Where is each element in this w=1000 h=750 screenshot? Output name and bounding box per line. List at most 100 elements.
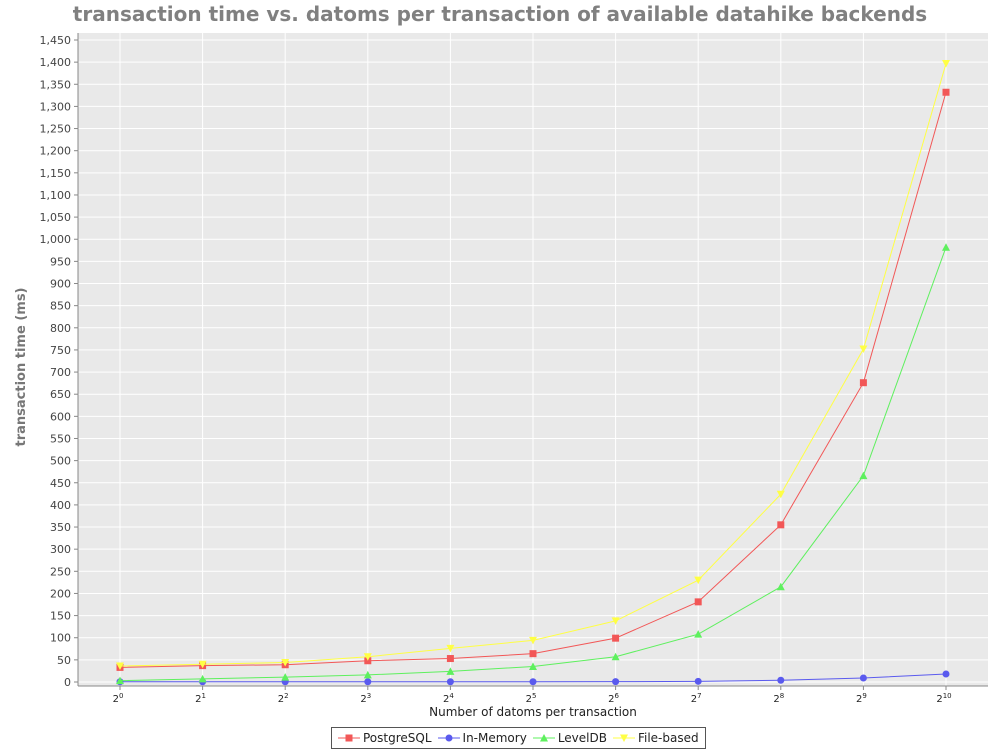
y-tick-label: 1,000 [40,233,72,246]
data-point-leveldb [446,667,455,675]
y-tick-label: 1,400 [40,56,72,69]
axes: 0 50 100 150 200 250 300 350 400 450 500 550 600 650 7… [40,33,988,705]
data-point-in-memory [529,678,537,686]
y-tick-label: 350 [50,521,71,534]
data-point-file-based [942,59,950,68]
y-tick-label: 1,100 [40,189,72,202]
y-tick-label: 1,350 [40,78,72,91]
y-tick-label: 1,300 [40,100,72,113]
y-axis-label: transaction time (ms) [14,288,29,447]
data-point-file-based [446,644,455,653]
y-tick-label: 450 [50,477,71,490]
y-tick-label: 200 [50,587,71,600]
data-point-file-based [281,659,290,667]
data-point-in-memory [446,678,454,686]
data-point-in-memory [694,677,702,685]
data-point-postgresql [942,88,950,96]
series-leveldb [116,243,950,685]
legend-marker-file-based [619,734,628,742]
y-tick-label: 750 [50,344,71,357]
x-tick-label: 25 [526,692,537,705]
y-tick-label: 550 [50,432,71,445]
y-tick-label: 950 [50,255,71,268]
x-tick-label: 29 [856,692,867,705]
data-point-leveldb [116,676,124,685]
data-point-postgresql [612,634,620,642]
data-point-in-memory [942,670,950,678]
data-point-postgresql [694,598,702,606]
legend-item-postgresql: PostgreSQL [338,731,432,745]
legend-marker-leveldb [539,734,548,742]
chart-title: transaction time vs. datoms per transact… [72,2,928,26]
data-point-file-based [363,653,372,661]
y-tick-label: 300 [50,543,71,556]
y-tick-label: 400 [50,499,71,512]
data-point-leveldb [859,471,868,480]
data-point-file-based [529,636,537,645]
series-file-based [116,59,950,671]
grid [78,33,988,686]
legend-marker-in-memory [445,734,453,742]
data-point-file-based [694,576,703,585]
x-tick-label: 26 [608,692,619,705]
x-axis-label: Number of datoms per transaction [429,705,637,719]
data-point-file-based [776,490,785,499]
data-point-leveldb [281,673,290,681]
y-tick-label: 900 [50,278,71,291]
x-tick-label: 24 [443,692,454,705]
data-point-postgresql [777,521,785,529]
y-tick-label: 1,150 [40,167,72,180]
data-point-file-based [611,617,620,625]
legend-marker-postgresql [345,734,353,742]
y-tick-label: 1,450 [40,34,72,47]
legend-label-postgresql: PostgreSQL [363,731,432,745]
y-tick-label: 1,050 [40,211,72,224]
x-tick-label: 20 [113,692,124,705]
data-point-in-memory [777,676,785,684]
y-tick-label: 600 [50,410,71,423]
data-point-leveldb [611,652,620,661]
x-tick-label: 22 [278,692,289,705]
legend-label-leveldb: LevelDB [557,731,607,745]
data-point-in-memory [364,678,372,686]
data-point-postgresql [859,379,867,387]
legend-swatch-file-based [612,734,635,742]
y-tick-label: 650 [50,388,71,401]
y-tick-label: 0 [64,676,71,689]
data-point-leveldb [529,662,537,671]
data-point-file-based [116,662,124,671]
y-tick-label: 500 [50,455,71,468]
data-point-leveldb [694,630,703,638]
data-point-postgresql [446,655,454,663]
data-point-leveldb [776,582,785,591]
legend-swatch-in-memory [437,734,460,742]
data-point-leveldb [198,674,207,683]
data-point-leveldb [942,243,950,251]
data-point-file-based [859,345,868,354]
x-tick-label: 210 [936,692,951,705]
data-point-in-memory [612,678,620,686]
y-tick-label: 850 [50,300,71,313]
data-point-in-memory [859,674,867,682]
y-tick-label: 700 [50,366,71,379]
legend-label-in-memory: In-Memory [462,731,527,745]
series [116,59,950,686]
x-tick-label: 23 [360,692,371,705]
x-tick-label: 27 [691,692,702,705]
legend-item-file-based: File-based [612,731,699,745]
data-point-file-based [198,660,207,669]
y-tick-label: 250 [50,565,71,578]
legend-label-file-based: File-based [637,731,699,745]
y-tick-label: 50 [57,654,71,667]
y-tick-label: 800 [50,322,71,335]
y-tick-label: 1,200 [40,145,72,158]
data-point-postgresql [529,650,537,658]
y-tick-label: 100 [50,632,71,645]
legend-item-leveldb: LevelDB [532,731,607,745]
y-tick-label: 1,250 [40,123,72,136]
y-tick-label: 150 [50,610,71,623]
legend: PostgreSQL In-Memory LevelDB File-based [331,727,706,749]
x-tick-label: 21 [195,692,206,705]
legend-swatch-postgresql [338,734,360,742]
